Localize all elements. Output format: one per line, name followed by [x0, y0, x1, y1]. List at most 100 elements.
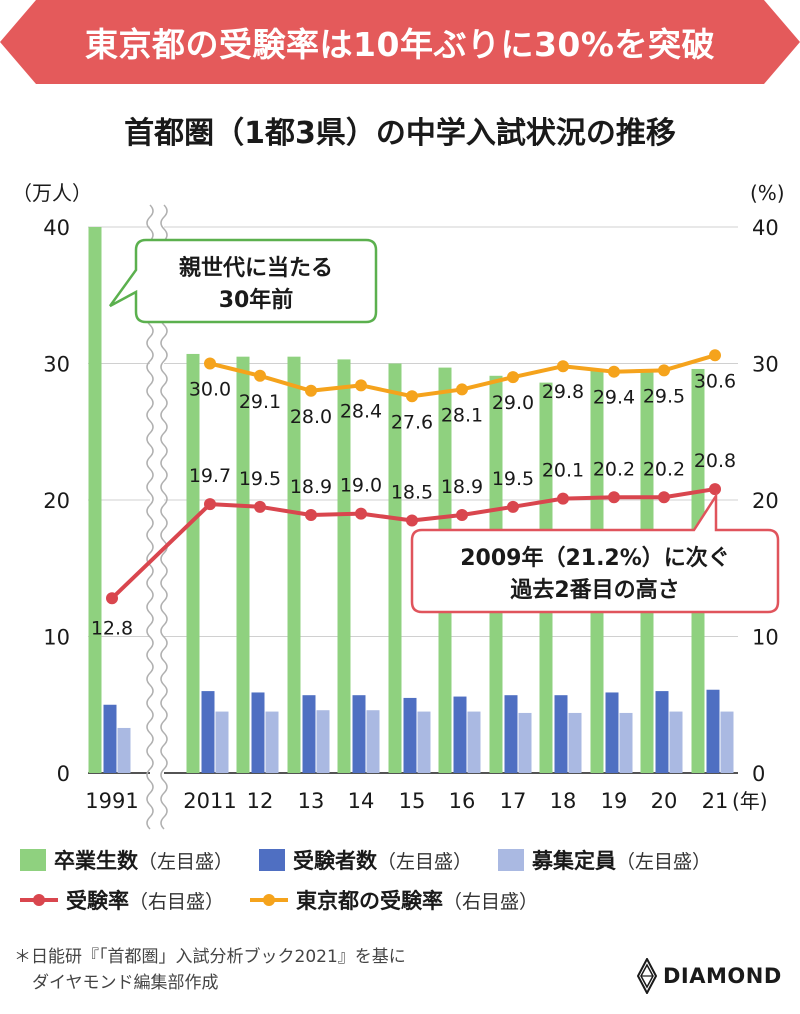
legend-item-applicants: 受験者数 （左目盛） — [259, 845, 472, 875]
point-1-2011 — [204, 357, 216, 370]
label-exam-rate-13: 18.9 — [290, 476, 332, 498]
label-exam-rate-19: 20.2 — [593, 458, 635, 480]
label-exam-rate-12: 19.5 — [239, 468, 281, 490]
point-0-19 — [608, 491, 620, 504]
x-tick-13: 13 — [298, 789, 325, 813]
label-tokyo-rate-17: 29.0 — [492, 392, 534, 414]
x-tick-20: 20 — [651, 789, 678, 813]
label-exam-rate-17: 19.5 — [492, 468, 534, 490]
bar-2-20 — [669, 711, 683, 773]
y-left-tick-0: 0 — [57, 762, 70, 786]
bar-0-2011 — [186, 353, 200, 773]
label-tokyo-rate-14: 28.4 — [340, 400, 382, 422]
label-exam-rate-1991: 12.8 — [91, 617, 133, 639]
callout-red — [410, 491, 780, 614]
bar-0-14 — [337, 359, 351, 773]
y-left-tick-40: 40 — [43, 216, 70, 240]
point-0-18 — [557, 492, 569, 505]
x-tick-14: 14 — [348, 789, 375, 813]
point-0-12 — [254, 500, 266, 513]
bar-0-12 — [236, 356, 250, 773]
point-1-18 — [557, 360, 569, 373]
label-exam-rate-15: 18.5 — [391, 481, 433, 503]
banner-shape — [0, 0, 800, 84]
legend-label-exam-rate: 受験率 — [66, 889, 129, 913]
bar-1-19 — [605, 692, 619, 773]
x-tick-16: 16 — [449, 789, 476, 813]
y-right-tick-20: 20 — [752, 489, 779, 513]
point-1-12 — [254, 369, 266, 382]
label-exam-rate-20: 20.2 — [643, 458, 685, 480]
axis-break-gap — [150, 205, 164, 815]
banner-text: 東京都の受験率は10年ぶりに30%を突破 — [85, 25, 715, 64]
bar-2-15 — [417, 711, 431, 773]
callout-green-line-1: 親世代に当たる — [179, 256, 333, 281]
point-0-21 — [709, 483, 721, 496]
bar-2-1991 — [117, 727, 131, 773]
legend-label-graduates: 卒業生数 — [54, 849, 138, 873]
label-tokyo-rate-21: 30.6 — [694, 370, 736, 392]
banner — [0, 0, 800, 84]
bar-0-13 — [287, 356, 301, 773]
bar-1-12 — [251, 692, 265, 773]
bar-2-12 — [265, 711, 279, 773]
callout-red-line-2: 過去2番目の高さ — [510, 577, 679, 603]
legend-label-applicants: 受験者数 — [293, 849, 378, 873]
bar-2-13 — [316, 710, 330, 773]
point-0-2011 — [204, 498, 216, 511]
point-1-15 — [406, 390, 418, 403]
x-tick-2011: 2011 — [183, 789, 236, 813]
label-tokyo-rate-16: 28.1 — [441, 404, 483, 426]
point-0-13 — [305, 509, 317, 522]
label-tokyo-rate-19: 29.4 — [593, 387, 635, 409]
bar-1-1991 — [103, 704, 117, 773]
legend-axis-graduates: （左目盛） — [138, 850, 234, 873]
label-tokyo-rate-20: 29.5 — [643, 385, 685, 407]
diamond-logo-icon — [637, 958, 657, 994]
label-tokyo-rate-2011: 30.0 — [189, 379, 231, 401]
legend-swatch-graduates — [20, 849, 46, 871]
x-axis-unit: (年) — [732, 789, 768, 813]
bar-1-21 — [706, 689, 720, 773]
y-right-tick-40: 40 — [752, 216, 779, 240]
chart: 0 0 10 10 20 20 30 30 40 40 （万人） (%) 12.8 19.7 19.5 18.… — [12, 181, 785, 830]
x-tick-21: 21 — [702, 789, 729, 813]
x-tick-18: 18 — [550, 789, 577, 813]
legend-item-exam-rate: 受験率 （右目盛） — [20, 885, 224, 915]
point-0-14 — [355, 507, 367, 520]
bar-2-17 — [518, 712, 532, 773]
callout-green — [108, 238, 378, 324]
point-1-17 — [507, 371, 519, 384]
y-right-tick-10: 10 — [752, 626, 779, 650]
legend-label-tokyo-rate: 東京都の受験率 — [296, 889, 444, 913]
source-line-1: ＊日能研『「首都圏」入試分析ブック2021』を基に — [14, 947, 406, 967]
bar-2-2011 — [215, 711, 229, 773]
source-note: ＊日能研『「首都圏」入試分析ブック2021』を基に ダイヤモンド編集部作成 — [14, 944, 406, 996]
y-left-tick-20: 20 — [43, 489, 70, 513]
label-tokyo-rate-18: 29.8 — [542, 381, 584, 403]
bar-1-13 — [302, 695, 316, 773]
bar-1-20 — [655, 691, 669, 773]
bar-2-18 — [568, 712, 582, 773]
y-right-tick-30: 30 — [752, 353, 779, 377]
point-0-15 — [406, 514, 418, 527]
y-right-tick-0: 0 — [752, 762, 765, 786]
bar-1-17 — [504, 695, 518, 773]
chart-title: 首都圏（1都3県）の中学入試状況の推移 — [124, 116, 676, 151]
legend-label-capacity: 募集定員 — [532, 849, 617, 873]
legend-axis-exam-rate: （右目盛） — [129, 890, 225, 913]
x-tick-15: 15 — [399, 789, 426, 813]
label-exam-rate-18: 20.1 — [542, 460, 584, 482]
point-1-21 — [709, 349, 721, 362]
legend-swatch-exam-rate — [20, 889, 58, 911]
point-1-20 — [658, 364, 670, 377]
series-line-0 — [110, 487, 716, 600]
point-1-14 — [355, 379, 367, 392]
point-0-16 — [456, 509, 468, 522]
y-left-tick-30: 30 — [43, 353, 70, 377]
label-exam-rate-21: 20.8 — [694, 450, 736, 472]
y-left-unit: （万人） — [12, 181, 92, 205]
x-tick-12: 12 — [247, 789, 274, 813]
legend-axis-applicants: （左目盛） — [377, 850, 473, 873]
legend-item-graduates: 卒業生数 （左目盛） — [20, 845, 233, 875]
